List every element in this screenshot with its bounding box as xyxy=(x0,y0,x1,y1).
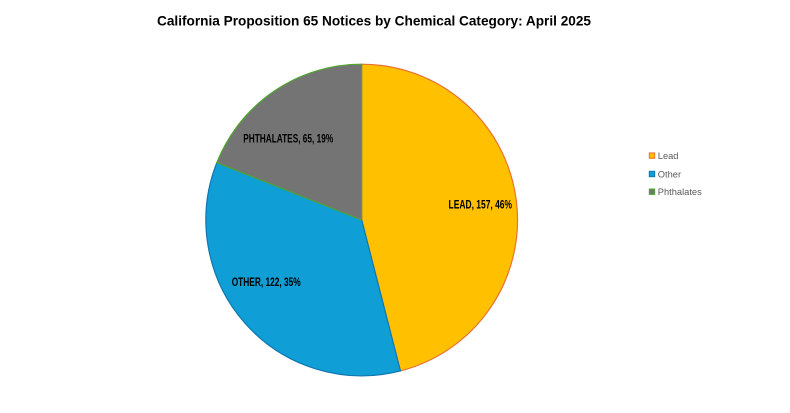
svg-text:Other: Other xyxy=(658,169,681,179)
svg-text:PHTHALATES, 65, 19%: PHTHALATES, 65, 19% xyxy=(243,131,333,145)
svg-text:Lead: Lead xyxy=(658,151,679,161)
svg-text:OTHER, 122, 35%: OTHER, 122, 35% xyxy=(232,275,301,289)
svg-text:California Proposition 65 Noti: California Proposition 65 Notices by Che… xyxy=(157,12,591,28)
svg-text:LEAD, 157, 46%: LEAD, 157, 46% xyxy=(449,197,513,211)
svg-text:Phthalates: Phthalates xyxy=(658,187,702,197)
